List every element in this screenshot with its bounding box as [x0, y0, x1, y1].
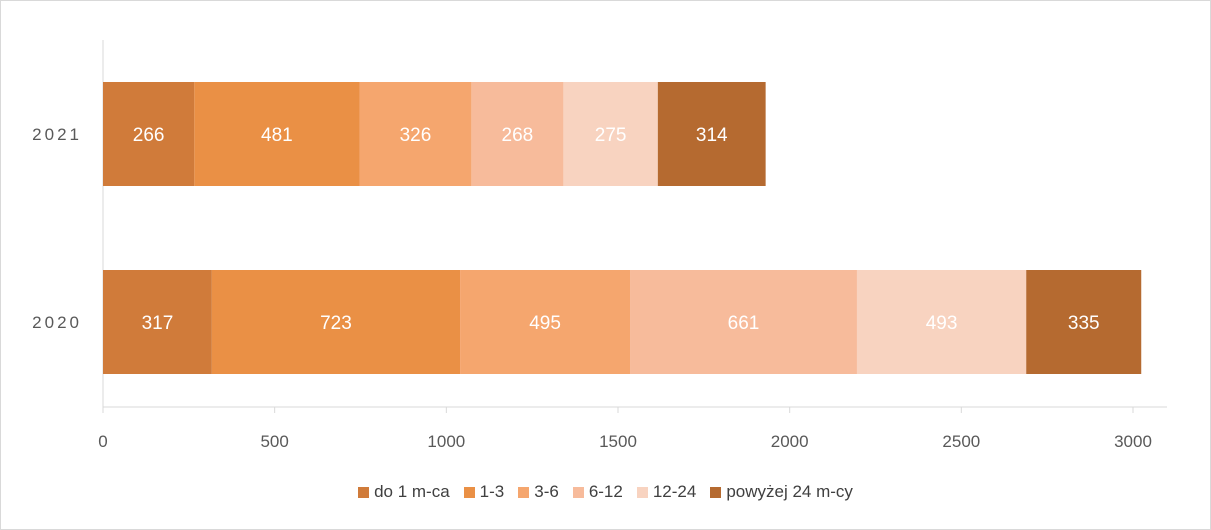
legend-label: powyżej 24 m-cy	[726, 482, 853, 501]
legend-item: powyżej 24 m-cy	[710, 482, 853, 502]
data-label: 723	[320, 313, 352, 334]
bar-segment	[471, 82, 564, 186]
bar-segment	[563, 82, 658, 186]
data-label: 661	[728, 313, 760, 334]
legend-swatch	[518, 486, 530, 498]
bar-segment	[1026, 270, 1142, 374]
y-tick-label: 2021	[32, 125, 82, 144]
bar-segment	[103, 82, 195, 186]
bar-segment	[103, 270, 212, 374]
x-tick-label: 3000	[1114, 432, 1152, 451]
bar-segment	[194, 82, 360, 186]
legend-label: 12-24	[652, 482, 697, 501]
bar-segment	[211, 270, 461, 374]
legend-item: 3-6	[518, 482, 559, 502]
legend-item: 12-24	[636, 482, 697, 502]
legend-label: 6-12	[588, 482, 623, 501]
data-label: 317	[142, 313, 174, 334]
bar-segment	[856, 270, 1027, 374]
legend-item: 6-12	[572, 482, 623, 502]
legend-swatch	[463, 486, 475, 498]
legend-swatch	[710, 486, 722, 498]
data-label: 335	[1068, 313, 1100, 334]
data-label: 268	[502, 125, 534, 146]
bar-segment	[657, 82, 766, 186]
data-label: 326	[400, 125, 432, 146]
data-label: 314	[696, 125, 728, 146]
bar-segment	[359, 82, 472, 186]
data-label: 481	[261, 125, 293, 146]
legend-label: 3-6	[534, 482, 559, 501]
legend-item: 1-3	[463, 482, 505, 502]
bar-segment	[460, 270, 631, 374]
data-label: 493	[926, 313, 958, 334]
legend-item: do 1 m-ca	[358, 482, 450, 502]
x-tick-label: 2500	[942, 432, 980, 451]
x-tick-label: 2000	[771, 432, 809, 451]
data-label: 266	[133, 125, 165, 146]
data-label: 275	[595, 125, 627, 146]
x-tick-label: 500	[260, 432, 288, 451]
legend-swatch	[572, 486, 584, 498]
x-tick-label: 1000	[427, 432, 465, 451]
x-tick-label: 1500	[599, 432, 637, 451]
bar-segment	[630, 270, 857, 374]
x-tick-label: 0	[98, 432, 107, 451]
data-label: 495	[529, 313, 561, 334]
y-tick-label: 2020	[32, 313, 82, 332]
legend-swatch	[358, 486, 370, 498]
legend-label: 1-3	[479, 482, 505, 501]
legend-swatch	[636, 486, 648, 498]
legend-label: do 1 m-ca	[374, 482, 450, 501]
chart-legend: do 1 m-ca 1-3 3-6 6-12 12-24 powyżej 24 m-cy	[0, 478, 1211, 506]
